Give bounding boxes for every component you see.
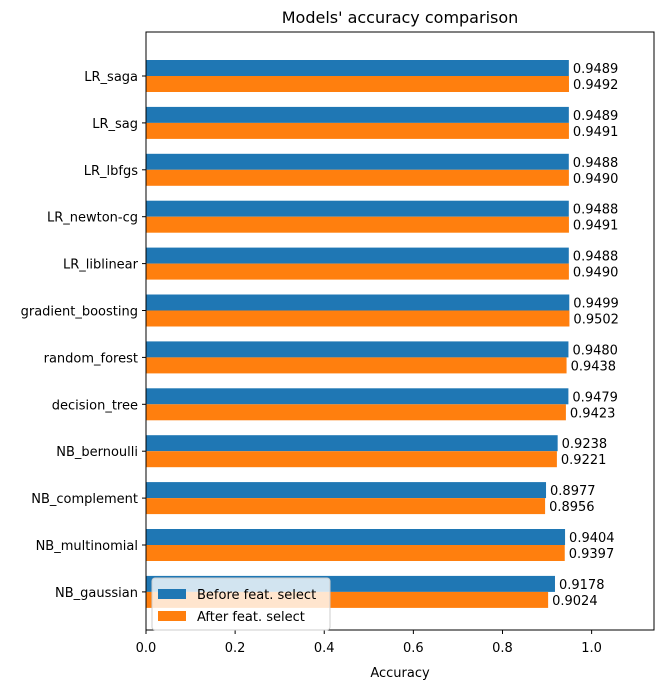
x-axis-title: Accuracy [370,666,430,681]
bar-before [146,247,569,264]
bar-after [146,263,569,280]
bar-label-group: 0.94890.94920.94890.94910.94880.94900.94… [549,62,619,609]
x-tick-label: 0.0 [136,641,157,656]
x-tick-label: 0.2 [225,641,246,656]
bar-value-label: 0.9423 [570,406,616,421]
y-tick-label: LR_saga [84,70,138,85]
bar-after [146,122,569,139]
y-tick-label: NB_complement [31,492,138,507]
bar-value-label: 0.9438 [571,359,617,374]
bar-value-label: 0.9479 [572,390,618,405]
bar-value-label: 0.9221 [561,453,607,468]
bar-after [146,169,569,186]
bar-value-label: 0.9491 [573,219,619,234]
bar-value-label: 0.8977 [550,484,596,499]
x-tick-label: 0.6 [403,641,424,656]
bar-value-label: 0.9489 [573,109,619,124]
bar-value-label: 0.9397 [569,547,615,562]
bar-value-label: 0.9499 [573,297,619,312]
y-tick-label: LR_lbfgs [84,164,138,179]
bar-before [146,529,566,545]
legend-swatch-after [158,611,186,621]
bar-before [146,153,569,170]
x-tick-label: 0.8 [492,641,513,656]
bar-value-label: 0.9492 [573,78,619,93]
y-tick-label: LR_newton-cg [47,211,138,226]
bar-value-label: 0.9502 [573,313,619,328]
bar-after [146,310,570,327]
chart-title: Models' accuracy comparison [282,8,519,27]
bar-before [146,388,569,405]
y-tick-label: LR_sag [92,117,138,132]
bar-after [146,451,557,468]
plot-frame [145,31,655,631]
y-tick-label: decision_tree [52,398,138,413]
bar-value-label: 0.9238 [562,437,608,452]
bar-before [146,60,569,76]
bar-after [146,216,569,233]
bar-value-label: 0.9488 [573,250,619,265]
bar-after [146,357,567,374]
bar-after [146,76,569,92]
bar-value-label: 0.9178 [559,578,605,593]
y-tick-label: random_forest [44,351,138,366]
bar-value-label: 0.9490 [573,172,619,187]
legend-label-after: After feat. select [197,610,305,625]
bar-value-label: 0.9491 [573,125,619,140]
y-tick-label: NB_multinomial [36,539,138,554]
y-tick-label: NB_bernoulli [56,445,138,460]
bar-value-label: 0.8956 [549,500,595,515]
bar-after [146,498,546,515]
y-tick-label: gradient_boosting [21,305,138,320]
bar-group [146,60,570,608]
legend-label-before: Before feat. select [197,588,316,603]
bar-before [146,106,569,123]
x-tick-label: 1.0 [581,641,602,656]
bar-before [146,435,558,452]
bar-value-label: 0.9489 [573,62,619,77]
bar-before [146,294,570,311]
bar-after [146,545,565,561]
bar-value-label: 0.9024 [552,594,598,609]
bar-before [146,200,569,217]
bar-value-label: 0.9488 [573,203,619,218]
bar-value-label: 0.9490 [573,266,619,281]
y-tick-label: LR_liblinear [63,258,139,273]
bar-before [146,482,547,499]
x-axis-ticks: 0.0 0.2 0.4 0.6 0.8 1.0 [136,630,602,656]
bar-before [146,341,569,358]
x-tick-label: 0.4 [314,641,335,656]
legend-swatch-before [158,589,186,599]
bar-after [146,404,566,421]
legend-box [151,577,331,631]
legend: Before feat. select After feat. select [151,577,331,631]
bar-value-label: 0.9404 [569,531,615,546]
y-tick-label: NB_gaussian [55,586,138,601]
y-axis-ticks: LR_saga LR_sag LR_lbfgs LR_newton-cg LR_libl… [21,70,146,601]
bar-value-label: 0.9488 [573,156,619,171]
bar-value-label: 0.9480 [572,343,618,358]
